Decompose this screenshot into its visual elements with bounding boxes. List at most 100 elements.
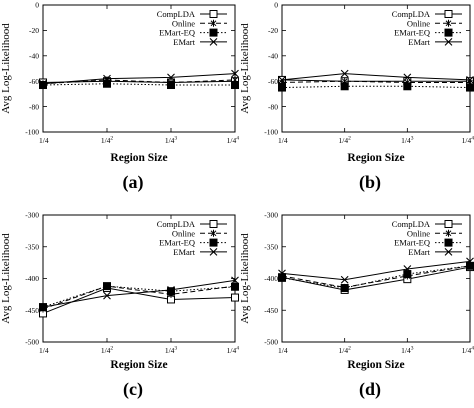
- legend-label: CompLDA: [392, 219, 431, 229]
- x-tick-label: 1/4: [278, 346, 288, 355]
- data-point: [466, 76, 474, 84]
- data-point: [231, 282, 239, 291]
- legend-marker: [209, 248, 218, 256]
- data-point: [466, 83, 474, 92]
- series-line: [281, 265, 471, 289]
- data-point: [39, 303, 47, 311]
- y-tick-label: -400: [25, 274, 39, 283]
- series-line: [42, 79, 236, 85]
- x-tick-label: 1/44: [227, 346, 240, 356]
- panel-label: (d): [359, 379, 381, 400]
- data-point: [403, 265, 412, 273]
- x-axis-title: Region Size: [347, 359, 404, 371]
- data-point: [278, 76, 286, 84]
- data-point: [103, 291, 111, 300]
- y-axis-title: Avg Log-Likelihood: [239, 23, 251, 114]
- x-tick-label: 1/4: [39, 136, 49, 145]
- data-point: [231, 276, 239, 285]
- legend-label: EMart-EQ: [394, 238, 430, 248]
- x-tick-label: 1/4: [278, 136, 288, 145]
- legend-label: EMart-EQ: [394, 28, 430, 38]
- series-line: [281, 266, 471, 291]
- y-tick-label: -450: [264, 306, 278, 315]
- data-point: [103, 282, 111, 291]
- y-tick-label: -20: [29, 26, 39, 35]
- series-line: [42, 83, 235, 86]
- y-tick-label: -100: [264, 128, 278, 137]
- x-axis-title: Region Size: [110, 152, 167, 164]
- series-line: [281, 73, 471, 81]
- data-point: [167, 286, 175, 294]
- y-tick-label: -100: [25, 128, 39, 137]
- data-point: [403, 270, 412, 279]
- legend-marker: [444, 220, 453, 228]
- data-point: [231, 293, 239, 302]
- data-point: [167, 73, 175, 82]
- series-line: [281, 80, 470, 83]
- plot-frame: [42, 4, 236, 133]
- legend-marker: [209, 10, 218, 18]
- series-line: [42, 285, 236, 308]
- data-point: [167, 287, 175, 296]
- legend-label: EMart-EQ: [159, 28, 195, 38]
- y-tick-label: -20: [268, 26, 278, 35]
- legend-marker: [209, 38, 218, 46]
- plot-frame: [281, 214, 471, 343]
- x-tick-label: 1/44: [227, 136, 240, 146]
- legend-label: CompLDA: [392, 9, 431, 19]
- series-line: [42, 279, 236, 308]
- plot-frame: [42, 214, 236, 343]
- data-point: [231, 81, 239, 90]
- legend-marker: [209, 238, 218, 247]
- x-tick-label: 1/43: [401, 346, 414, 356]
- x-tick-label: 1/44: [462, 136, 474, 146]
- data-point: [231, 69, 239, 78]
- legend-label: EMart: [173, 247, 195, 257]
- series-line: [281, 85, 471, 89]
- y-tick-label: -80: [268, 102, 278, 111]
- x-tick-label: 1/43: [165, 136, 178, 146]
- legend-marker: [210, 229, 217, 237]
- legend-label: CompLDA: [157, 219, 196, 229]
- panel-label: (c): [123, 379, 143, 400]
- panel-label: (b): [359, 172, 381, 193]
- legend-label: Online: [172, 228, 195, 238]
- y-tick-label: -60: [29, 77, 39, 86]
- legend-label: EMart-EQ: [159, 238, 195, 248]
- legend-marker: [445, 229, 452, 237]
- legend-marker: [444, 28, 453, 37]
- x-axis-title: Region Size: [347, 152, 404, 164]
- plot-frame: [281, 4, 471, 133]
- data-point: [103, 74, 111, 83]
- x-tick-label: 1/43: [401, 136, 414, 146]
- series-line: [42, 285, 236, 310]
- data-point: [278, 273, 286, 282]
- y-tick-label: -500: [264, 338, 278, 347]
- y-tick-label: -300: [264, 211, 278, 220]
- y-tick-label: -450: [25, 306, 39, 315]
- y-tick-label: -400: [264, 274, 278, 283]
- x-axis-title: Region Size: [110, 359, 167, 371]
- legend-label: EMart: [408, 37, 430, 47]
- data-point: [340, 284, 349, 293]
- data-point: [39, 81, 47, 90]
- y-axis-title: Avg Log-Likelihood: [0, 233, 12, 324]
- y-axis-title: Avg Log-Likelihood: [239, 233, 251, 324]
- y-tick-label: -60: [268, 77, 278, 86]
- series-line: [42, 287, 236, 314]
- x-tick-label: 1/42: [101, 346, 114, 356]
- y-tick-label: -80: [29, 102, 39, 111]
- x-tick-label: 1/42: [338, 136, 351, 146]
- y-tick-label: -350: [264, 242, 278, 251]
- data-point: [340, 82, 349, 91]
- x-tick-label: 1/42: [338, 346, 351, 356]
- data-point: [340, 69, 349, 78]
- x-tick-label: 1/42: [101, 136, 114, 146]
- legend-label: Online: [172, 18, 195, 28]
- legend-marker: [444, 248, 453, 256]
